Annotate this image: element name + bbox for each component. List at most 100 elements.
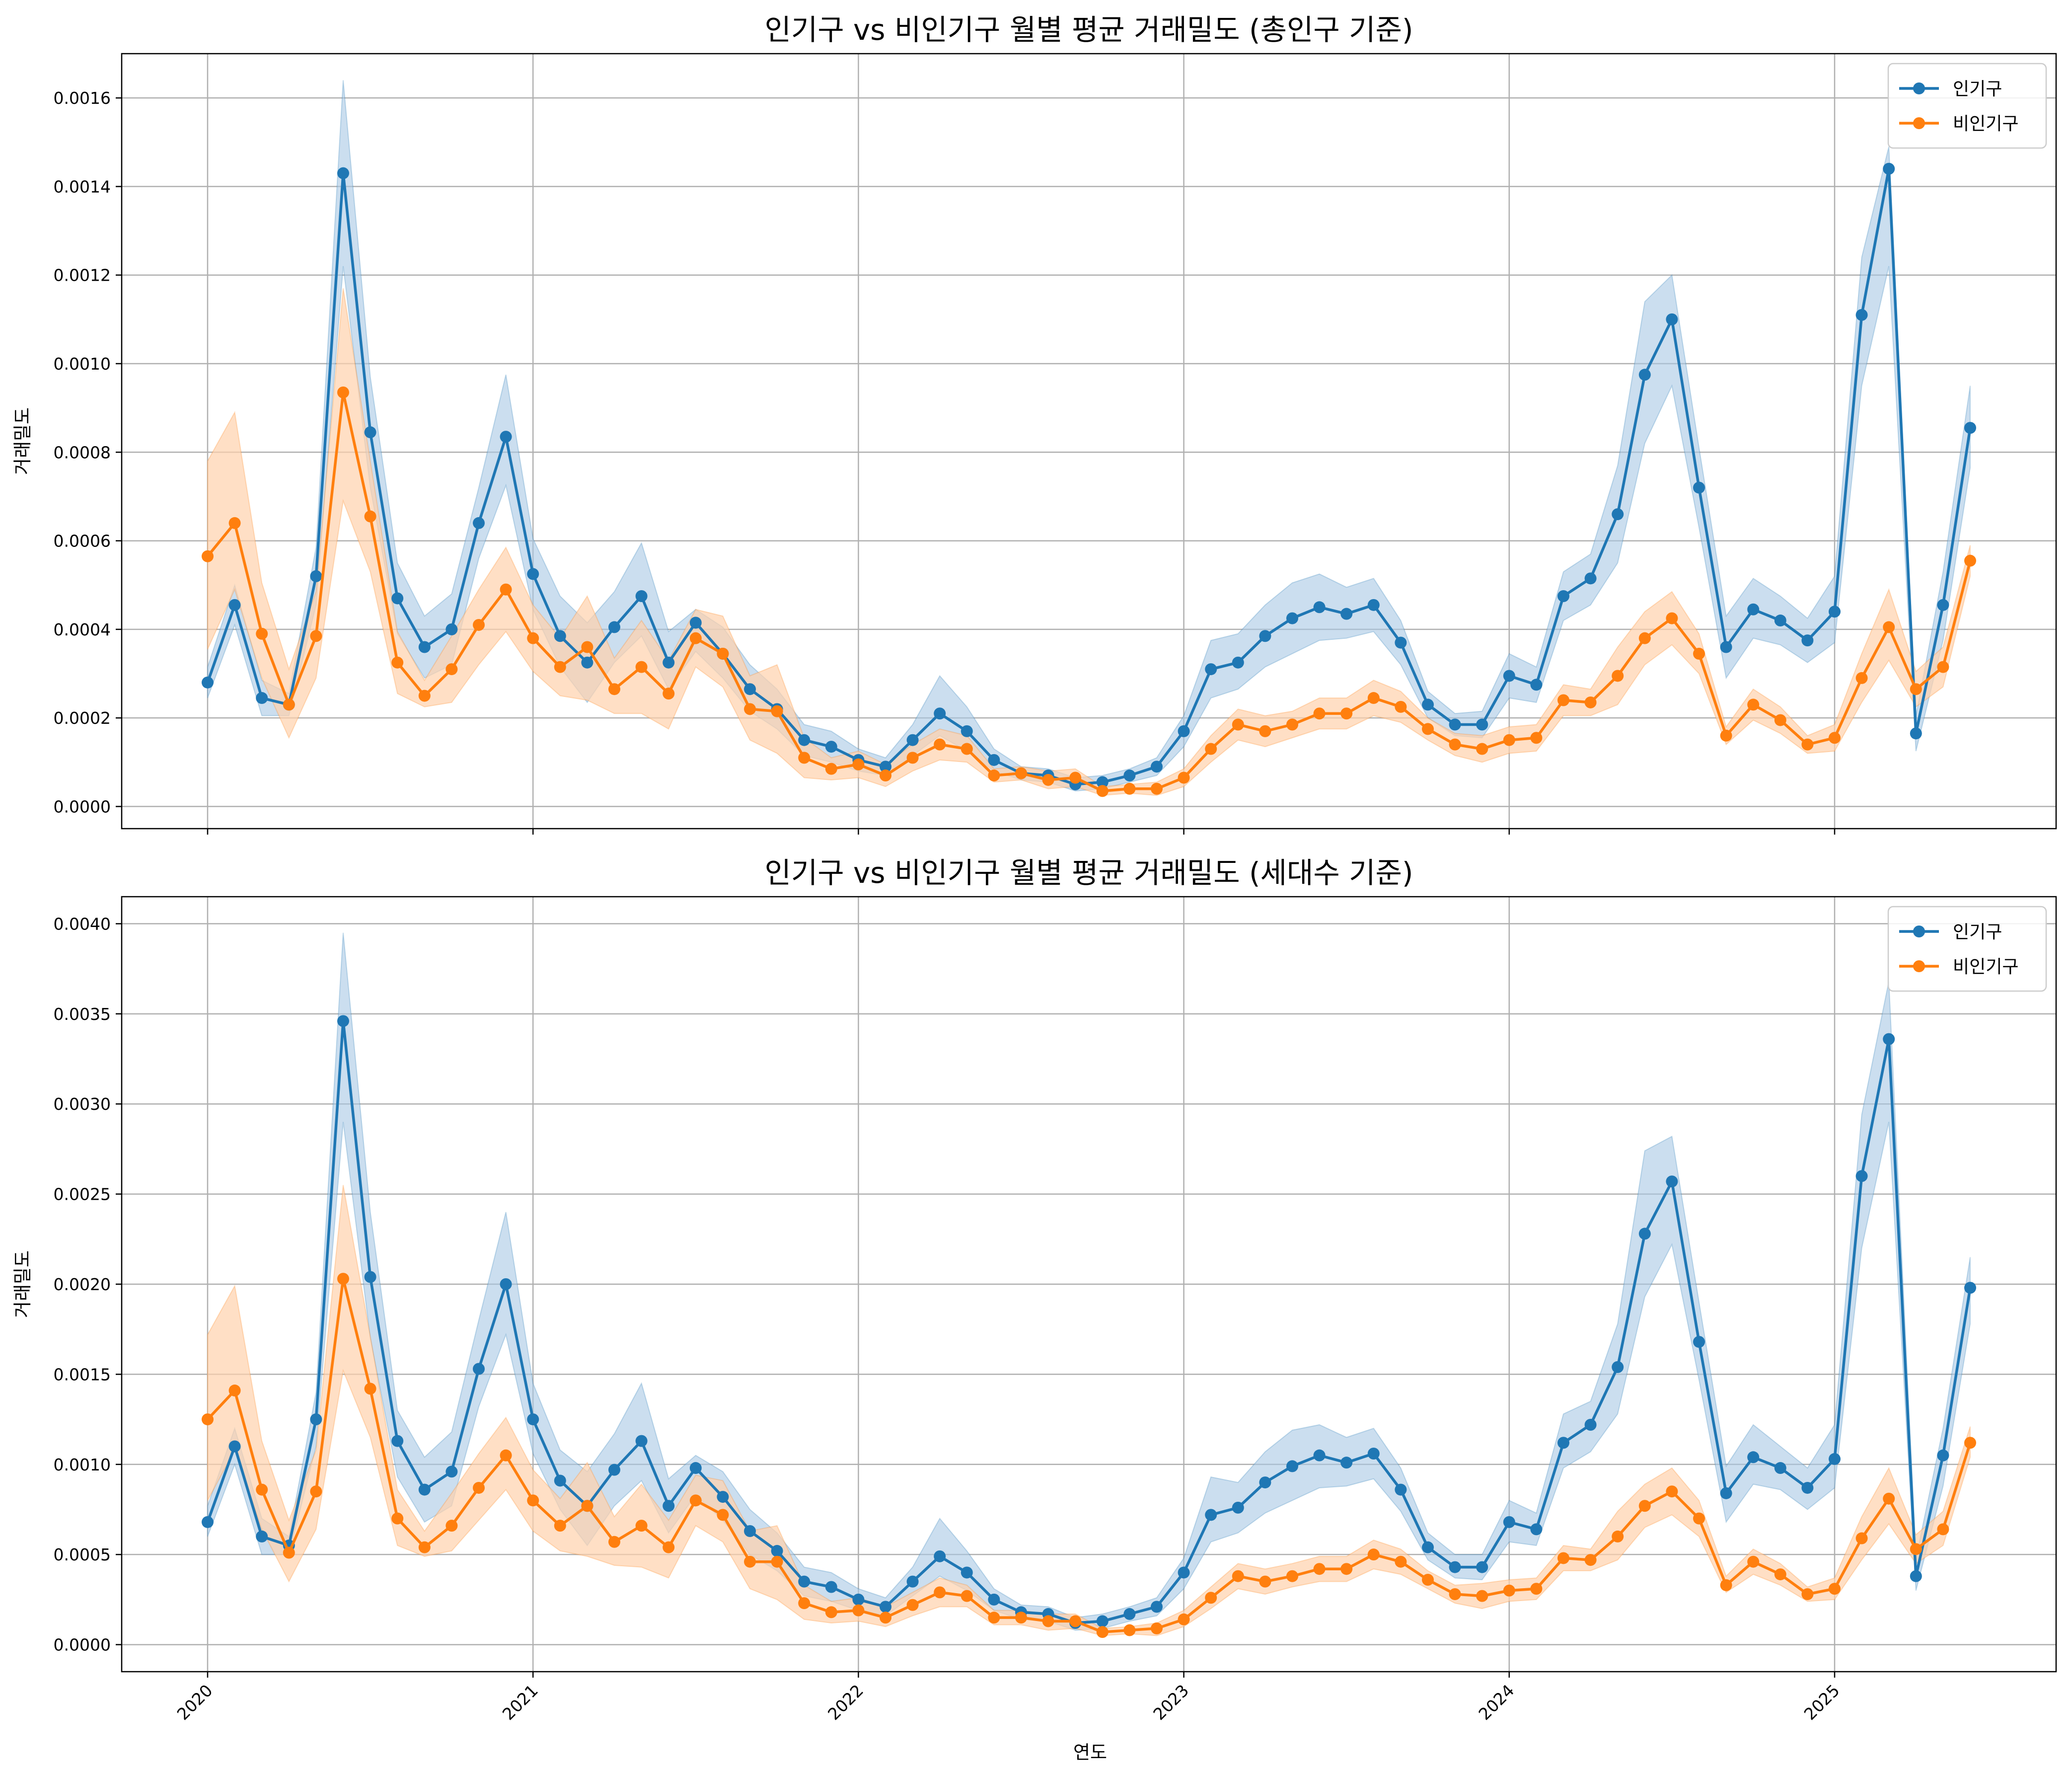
data-point-popular [1259, 1476, 1271, 1489]
data-point-popular [1801, 1481, 1814, 1494]
data-point-popular [1151, 1601, 1163, 1613]
data-point-nonpopular [880, 1612, 891, 1624]
data-point-nonpopular [1612, 670, 1624, 682]
data-point-popular [256, 692, 268, 704]
legend-marker-popular [1913, 926, 1925, 937]
data-point-popular [1422, 698, 1434, 711]
data-point-popular [1259, 630, 1271, 642]
data-point-nonpopular [581, 1500, 593, 1512]
data-point-popular [825, 741, 837, 753]
data-point-nonpopular [1747, 1555, 1760, 1568]
data-point-popular [391, 592, 404, 605]
data-point-nonpopular [1855, 1532, 1868, 1544]
data-point-nonpopular [1096, 785, 1109, 797]
data-point-nonpopular [1503, 1584, 1515, 1597]
data-point-popular [1720, 1487, 1732, 1499]
data-point-popular [228, 599, 241, 611]
data-point-popular [554, 630, 566, 642]
data-point-popular [1340, 1457, 1353, 1469]
data-point-nonpopular [527, 632, 539, 644]
data-point-nonpopular [1422, 1573, 1434, 1586]
data-point-popular [717, 1491, 729, 1503]
data-point-popular [635, 1435, 648, 1447]
data-point-popular [1367, 599, 1380, 611]
data-point-popular [1123, 1608, 1136, 1620]
data-point-nonpopular [256, 627, 268, 640]
y-tick-label: 0.0000 [54, 797, 111, 816]
data-point-nonpopular [717, 647, 729, 660]
data-point-popular [880, 761, 891, 773]
data-point-nonpopular [689, 1494, 702, 1507]
data-point-popular [1395, 1483, 1407, 1496]
data-point-nonpopular [825, 1606, 837, 1619]
data-point-popular [798, 734, 811, 746]
data-point-nonpopular [1259, 1575, 1271, 1588]
legend-box [1887, 63, 2047, 149]
data-point-popular [527, 1413, 539, 1426]
data-point-popular [988, 1593, 1000, 1606]
data-point-nonpopular [1286, 718, 1298, 731]
y-tick-label: 0.0014 [54, 177, 111, 196]
data-point-nonpopular [1313, 707, 1326, 720]
data-point-nonpopular [1367, 692, 1380, 704]
data-point-popular [228, 1440, 241, 1453]
legend-marker-nonpopular [1913, 117, 1925, 129]
data-point-popular [906, 1575, 919, 1588]
data-point-nonpopular [554, 1520, 566, 1532]
data-point-nonpopular [1557, 1552, 1569, 1564]
data-point-nonpopular [1557, 694, 1569, 706]
y-tick-label: 0.0012 [54, 266, 111, 285]
data-point-nonpopular [1747, 698, 1760, 711]
data-point-popular [1476, 1561, 1488, 1573]
data-point-nonpopular [364, 1383, 376, 1395]
data-point-nonpopular [202, 550, 214, 562]
data-point-popular [364, 1271, 376, 1283]
data-point-popular [1720, 641, 1732, 653]
data-point-nonpopular [1910, 683, 1922, 695]
data-point-nonpopular [445, 1520, 458, 1532]
data-point-popular [1449, 718, 1461, 731]
data-point-nonpopular [500, 1449, 512, 1462]
data-point-popular [1964, 1282, 1976, 1294]
data-point-popular [1530, 1523, 1543, 1536]
data-point-nonpopular [1530, 1583, 1543, 1595]
data-point-nonpopular [1205, 1592, 1217, 1604]
data-point-popular [1557, 590, 1569, 602]
data-point-nonpopular [1259, 725, 1271, 737]
data-point-nonpopular [1123, 1624, 1136, 1636]
y-tick-label: 0.0005 [54, 1545, 111, 1564]
data-point-nonpopular [554, 661, 566, 673]
data-point-popular [1584, 1418, 1597, 1431]
data-point-nonpopular [1964, 1437, 1976, 1449]
data-point-popular [1883, 162, 1895, 175]
legend-marker-nonpopular [1913, 960, 1925, 972]
data-point-nonpopular [771, 705, 783, 717]
data-point-nonpopular [1367, 1548, 1380, 1561]
series-line-nonpopular [206, 1277, 1972, 1633]
series-line-popular [206, 1019, 1972, 1624]
data-point-nonpopular [1503, 734, 1515, 746]
data-point-nonpopular [852, 1604, 865, 1617]
data-point-popular [988, 754, 1000, 766]
data-point-nonpopular [1151, 782, 1163, 795]
data-point-nonpopular [934, 1586, 946, 1599]
data-point-popular [1666, 313, 1678, 325]
data-point-nonpopular [1937, 1523, 1949, 1536]
chart-title: 인기구 vs 비인기구 월별 평균 거래밀도 (세대수 기준) [764, 856, 1413, 890]
data-point-popular [1422, 1541, 1434, 1553]
data-point-nonpopular [744, 1555, 756, 1568]
data-point-popular [1557, 1437, 1569, 1449]
data-point-popular [771, 1544, 783, 1557]
panel-total-population: 0.0000 0.0002 0.0004 0.0006 0.0008 0.0010 0.00… [12, 13, 2057, 835]
data-point-popular [1693, 1336, 1705, 1348]
data-point-nonpopular [1340, 1563, 1353, 1575]
data-point-popular [1883, 1033, 1895, 1045]
data-point-popular [1503, 1516, 1515, 1528]
data-point-popular [608, 1464, 620, 1476]
data-point-popular [445, 1466, 458, 1478]
data-point-popular [1476, 718, 1488, 731]
data-point-popular [1232, 1501, 1244, 1514]
data-point-popular [1205, 663, 1217, 676]
data-point-nonpopular [445, 663, 458, 676]
